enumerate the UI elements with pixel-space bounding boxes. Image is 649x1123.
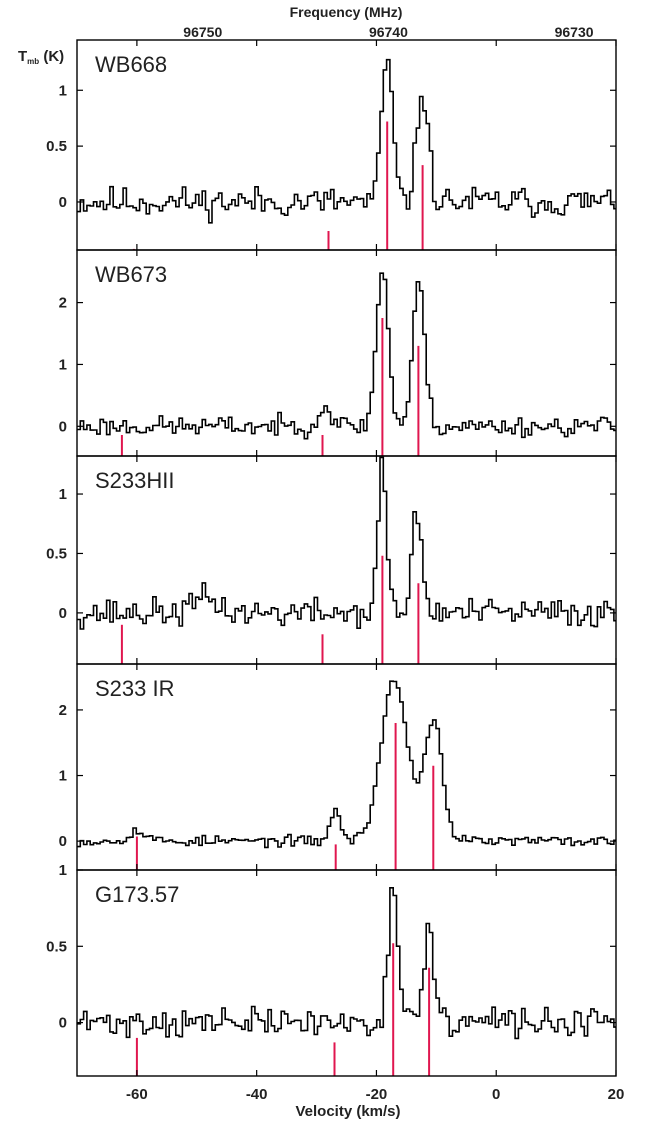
- y-tick-label: 1: [59, 356, 67, 373]
- frequency-axis-title: Frequency (MHz): [290, 4, 403, 20]
- panel-name-label: WB673: [95, 262, 167, 287]
- spectrum-line: [77, 58, 616, 224]
- y-tick-label: 1: [59, 486, 67, 503]
- x-tick-label: -40: [246, 1086, 268, 1103]
- y-tick-label: 2: [59, 295, 67, 312]
- spectrum-line: [77, 680, 616, 849]
- y-axis-title-unit: (K): [39, 48, 64, 65]
- spectrum-line: [77, 456, 616, 630]
- panel-name-label: S233 IR: [95, 676, 175, 701]
- panel-name-label: WB668: [95, 52, 167, 77]
- panel-3: 0 1 2 S233 IR: [59, 663, 617, 871]
- panel-name-label: S233HII: [95, 468, 175, 493]
- spectrum-line: [77, 887, 616, 1040]
- panel-2: 0 0.5 1 S233HII: [46, 455, 617, 665]
- frequency-axis: 96750 96740 96730: [183, 24, 593, 40]
- y-tick-label: 0: [59, 605, 67, 622]
- y-axis-title: Tmb (K): [18, 48, 64, 66]
- spectrum-line: [77, 272, 616, 440]
- velocity-axis: -60 -40 -20 0 20: [126, 1086, 624, 1103]
- y-tick-label: 2: [59, 702, 67, 719]
- panel-4: 0 0.5 1 G173.57: [46, 862, 617, 1077]
- y-tick-label: 1: [59, 82, 67, 99]
- y-axis-title-sub: mb: [27, 57, 39, 66]
- y-tick-label: 0: [59, 833, 67, 850]
- frequency-tick-label: 96730: [555, 24, 594, 40]
- panel-1: 0 1 2 WB673: [59, 249, 617, 457]
- panel-name-label: G173.57: [95, 882, 179, 907]
- y-tick-label: 0.5: [46, 138, 67, 155]
- y-tick-label: 0: [59, 194, 67, 211]
- y-tick-label: 1: [59, 768, 67, 785]
- x-tick-label: 20: [608, 1086, 625, 1103]
- y-axis-title-symbol: T: [18, 48, 27, 65]
- y-tick-label: 0: [59, 1015, 67, 1032]
- y-tick-label: 0.5: [46, 938, 67, 955]
- velocity-axis-title: Velocity (km/s): [295, 1103, 400, 1120]
- frequency-tick-label: 96750: [183, 24, 222, 40]
- frequency-tick-label: 96740: [369, 24, 408, 40]
- y-tick-label: 1: [59, 862, 67, 879]
- x-tick-label: -60: [126, 1086, 148, 1103]
- spectrum-panels: 0 0.5 1 WB668 0 1 2 WB673 0 0.5 1 S233HII 0 1 2 S233 IR…: [46, 39, 617, 1077]
- x-tick-label: 0: [492, 1086, 500, 1103]
- y-tick-label: 0: [59, 418, 67, 435]
- x-tick-label: -20: [366, 1086, 388, 1103]
- panel-0: 0 0.5 1 WB668: [46, 39, 617, 251]
- panel-frame: [76, 869, 617, 1077]
- y-tick-label: 0.5: [46, 545, 67, 562]
